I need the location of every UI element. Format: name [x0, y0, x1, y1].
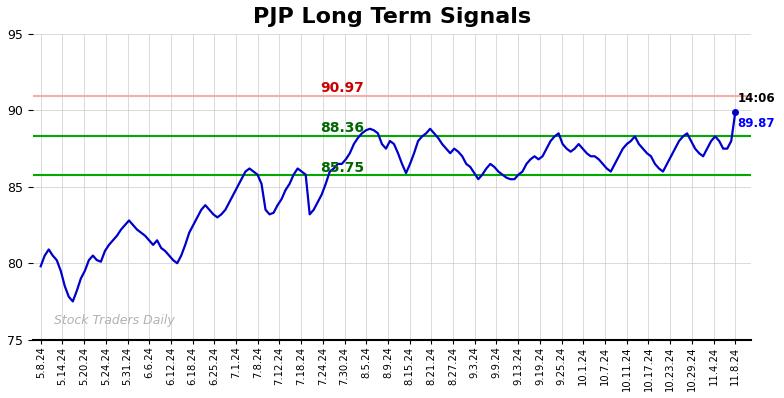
Text: 85.75: 85.75	[320, 160, 365, 175]
Text: 14:06: 14:06	[737, 92, 775, 105]
Text: 90.97: 90.97	[320, 81, 364, 95]
Text: 89.87: 89.87	[737, 117, 775, 130]
Text: 88.36: 88.36	[320, 121, 364, 135]
Title: PJP Long Term Signals: PJP Long Term Signals	[253, 7, 531, 27]
Text: Stock Traders Daily: Stock Traders Daily	[54, 314, 175, 328]
